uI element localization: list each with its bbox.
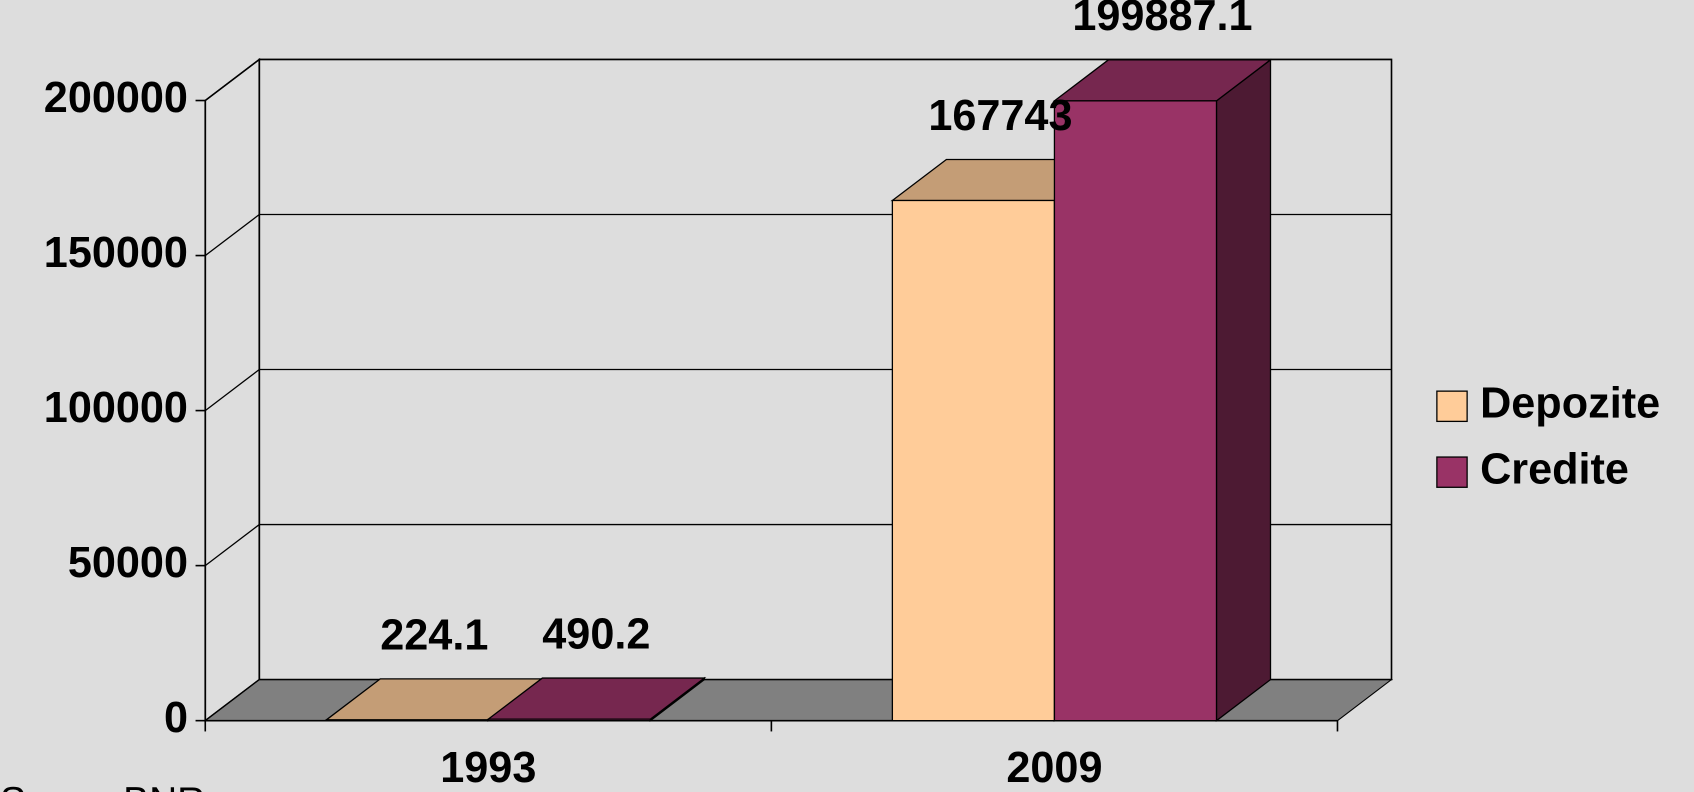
x-tick-label: 1993 (440, 744, 536, 792)
bar-front (325, 719, 489, 722)
y-tick-label: 200000 (44, 74, 188, 122)
source-note: Sursa: BNR (0, 780, 205, 792)
grid-line (204, 213, 260, 257)
grid-line (204, 58, 260, 102)
bar (486, 676, 707, 722)
data-label: 224.1 (380, 611, 488, 659)
y-tick-label: 50000 (68, 539, 188, 587)
y-tick-label: 150000 (44, 229, 188, 277)
y-tick-label: 0 (164, 694, 188, 742)
bar-front (1053, 100, 1218, 722)
bar (1052, 58, 1273, 722)
grid-line (204, 369, 260, 412)
legend-swatch (1436, 390, 1468, 423)
legend-label: Depozite (1480, 380, 1660, 428)
data-label: 167743 (928, 92, 1072, 140)
bar-side (1215, 58, 1272, 722)
x-tick-label: 2009 (1006, 744, 1102, 792)
data-label: 199887.1 (1072, 0, 1252, 40)
bar-front (487, 718, 652, 722)
grid-line (204, 524, 260, 567)
data-label: 490.2 (542, 610, 650, 658)
legend-label: Credite (1480, 446, 1629, 494)
y-tick-label: 100000 (44, 384, 188, 432)
bar-front (891, 199, 1056, 722)
legend-swatch (1436, 456, 1468, 488)
grid-line (204, 679, 260, 722)
